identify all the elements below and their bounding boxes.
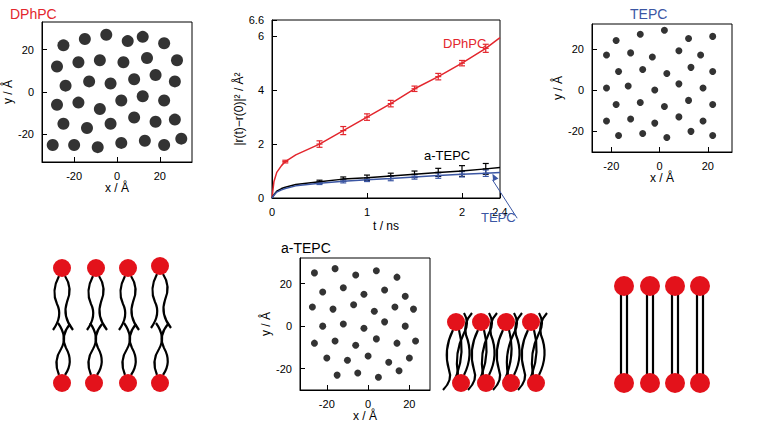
svg-text:0: 0: [269, 206, 275, 218]
svg-text:0: 0: [258, 192, 264, 204]
svg-text:0: 0: [657, 160, 663, 172]
svg-text:y / Å: y / Å: [258, 312, 273, 336]
svg-text:20: 20: [22, 44, 34, 56]
svg-text:1: 1: [364, 206, 370, 218]
svg-text:x / Å: x / Å: [105, 180, 129, 195]
svg-text:4: 4: [258, 84, 264, 96]
svg-text:TEPC: TEPC: [481, 210, 516, 225]
svg-text:y / Å: y / Å: [550, 76, 565, 100]
svg-text:20: 20: [572, 43, 584, 55]
svg-text:0: 0: [578, 84, 584, 96]
svg-text:|r(t)−r(0)|² / Å²: |r(t)−r(0)|² / Å²: [231, 72, 246, 145]
svg-text:2: 2: [258, 138, 264, 150]
svg-text:-20: -20: [603, 160, 619, 172]
svg-text:-20: -20: [319, 398, 335, 410]
svg-text:DPhPC: DPhPC: [443, 36, 486, 51]
svg-text:0: 0: [365, 398, 371, 410]
svg-text:6: 6: [258, 30, 264, 42]
svg-text:20: 20: [403, 398, 415, 410]
svg-text:y / Å: y / Å: [0, 80, 15, 104]
svg-text:6.6: 6.6: [249, 14, 264, 26]
svg-text:a-TEPC: a-TEPC: [424, 148, 470, 163]
svg-text:-20: -20: [568, 125, 584, 137]
svg-text:20: 20: [280, 278, 292, 290]
svg-text:20: 20: [702, 160, 714, 172]
svg-text:t / ns: t / ns: [373, 219, 399, 233]
svg-text:20: 20: [154, 170, 166, 182]
svg-text:x / Å: x / Å: [650, 170, 674, 185]
svg-text:-20: -20: [276, 363, 292, 375]
svg-text:-20: -20: [66, 170, 82, 182]
svg-text:0: 0: [114, 170, 120, 182]
svg-text:a-TEPC: a-TEPC: [281, 240, 331, 256]
svg-text:TEPC: TEPC: [630, 6, 667, 22]
svg-text:0: 0: [286, 320, 292, 332]
svg-text:0: 0: [28, 86, 34, 98]
svg-text:-20: -20: [18, 128, 34, 140]
svg-text:x / Å: x / Å: [353, 408, 377, 423]
svg-text:DPhPC: DPhPC: [10, 6, 57, 22]
svg-text:2: 2: [459, 206, 465, 218]
